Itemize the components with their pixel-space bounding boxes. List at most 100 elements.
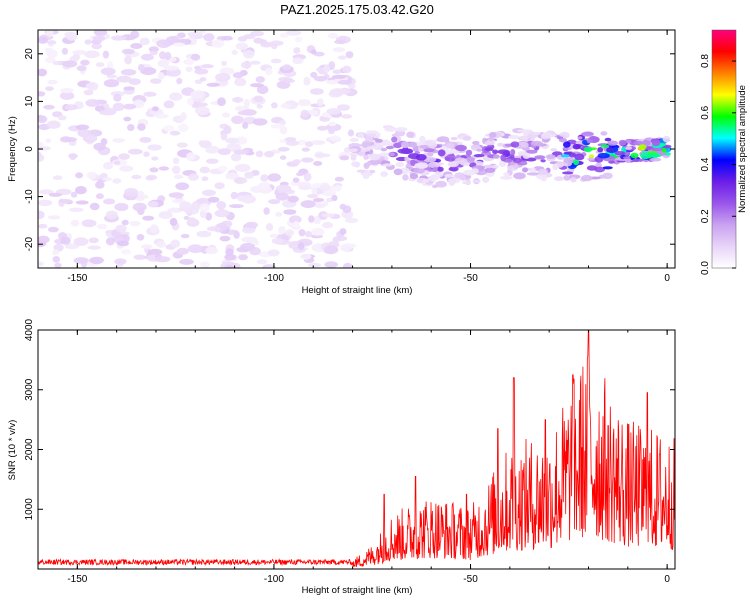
spectrogram-cell (427, 161, 441, 169)
spectrogram-cell (556, 136, 564, 140)
spectrogram-cell (95, 181, 105, 189)
spectrogram-cell (136, 234, 145, 241)
spectrogram-cell (638, 144, 647, 150)
spectrogram-cell (602, 172, 613, 180)
spectrogram-cell (432, 166, 438, 171)
spectrogram-cell (435, 180, 447, 188)
spectrogram-cell (206, 82, 220, 87)
spectrogram-cell (413, 167, 425, 174)
spectrogram-cell (143, 151, 150, 157)
spectrogram-cell (152, 106, 159, 112)
spectrogram-cell (198, 140, 207, 146)
spectrogram-cell (651, 139, 661, 146)
spectrogram-cell (540, 132, 551, 140)
spectrogram-cell (292, 177, 300, 183)
spectrogram-cell (287, 195, 299, 203)
spectrogram-cell (73, 237, 89, 247)
spectrogram-cell (206, 226, 221, 232)
spectrogram-cell (285, 140, 300, 146)
spectrogram-cell (369, 169, 376, 174)
spectrogram-cell (157, 59, 170, 68)
spectrogram-ylabel: Frequency (Hz) (7, 116, 18, 181)
spectrogram-cell (310, 49, 317, 55)
snr-ytick-label: 4000 (24, 318, 35, 341)
spectrogram-cell (520, 141, 529, 148)
spectrogram-cell (312, 197, 325, 203)
spectrogram-cell (406, 131, 414, 138)
spectrogram-cell (484, 147, 494, 152)
spectrogram-cell (231, 115, 244, 125)
spectrogram-cell (186, 97, 195, 106)
spectrogram-cell (149, 224, 159, 234)
spectrogram-cell (113, 160, 121, 165)
spectrogram-cell (217, 148, 231, 156)
spectrogram-cell (317, 125, 328, 131)
spectrogram-cell (118, 153, 130, 160)
spectrogram-cell (332, 236, 341, 243)
spectrogram-cell (586, 165, 598, 171)
spectrogram-cell (434, 170, 444, 178)
spectrogram-cell (583, 146, 593, 153)
spectrogram-cell (179, 201, 193, 211)
spectrogram-cell (332, 47, 346, 53)
spectrogram-cell (358, 150, 366, 157)
spectrogram-cell (339, 228, 347, 235)
spectrogram-cell (321, 213, 336, 218)
spectrogram-cell (226, 143, 242, 152)
spectrogram-cell (388, 152, 396, 157)
spectrogram-cell (82, 134, 98, 143)
spectrogram-cell (164, 51, 172, 61)
spectrogram-cell (462, 136, 472, 141)
spectrogram-cell (329, 135, 341, 142)
spectrogram-cell (577, 136, 583, 140)
spectrogram-cell (65, 137, 77, 142)
spectrogram-cell (385, 145, 394, 150)
spectrogram-cell (112, 138, 126, 143)
spectrogram-cell (334, 39, 346, 45)
spectrogram-cell (119, 165, 134, 172)
spectrogram-cell (102, 50, 110, 59)
spectrogram-cell (271, 237, 284, 245)
spectrogram-cell (292, 57, 304, 65)
spectrogram-cell (176, 142, 188, 148)
spectrogram-cell (382, 163, 393, 167)
spectrogram-cell (363, 162, 370, 169)
spectrogram-cell (187, 244, 204, 254)
spectrogram-cell (306, 194, 319, 199)
spectrogram-cell (497, 149, 510, 155)
spectrogram-cell (38, 223, 48, 229)
spectrogram-cell (225, 137, 240, 144)
spectrogram-cell (234, 163, 251, 172)
spectrogram-cell (510, 141, 520, 148)
spectrogram-cell (651, 147, 663, 152)
spectrogram-cell (38, 153, 45, 162)
spectrogram-cell (393, 168, 403, 176)
spectrogram-cell (176, 77, 183, 85)
spectrogram-cell (196, 199, 206, 204)
spectrogram-cell (257, 85, 269, 95)
spectrogram-cell (242, 121, 249, 129)
spectrogram-cell (301, 147, 310, 152)
spectrogram-cell (176, 247, 189, 255)
spectrogram-cell (151, 156, 159, 161)
spectrogram-cell (234, 77, 247, 87)
spectrogram-cell (633, 140, 644, 146)
spectrogram-cell (297, 242, 305, 251)
spectrogram-cell (626, 139, 632, 144)
spectrogram-cell (630, 152, 639, 159)
spectrogram-cell (368, 153, 381, 161)
spectrogram-cell (255, 76, 265, 83)
spectrogram-cell (465, 149, 473, 156)
colorbar-label: Normalized spectral amplitude (737, 85, 748, 213)
spectrogram-cell (332, 69, 342, 74)
spectrogram-cell (187, 31, 203, 37)
spectrogram-cell (311, 227, 325, 236)
spectrogram-cell (87, 245, 101, 250)
spectrogram-cell (179, 258, 194, 265)
spectrogram-cell (157, 72, 165, 80)
spectrogram-cell (602, 166, 613, 170)
spectrogram-cell (91, 42, 102, 50)
spectrogram-cell (38, 68, 48, 77)
spectrogram-cell (69, 207, 84, 212)
